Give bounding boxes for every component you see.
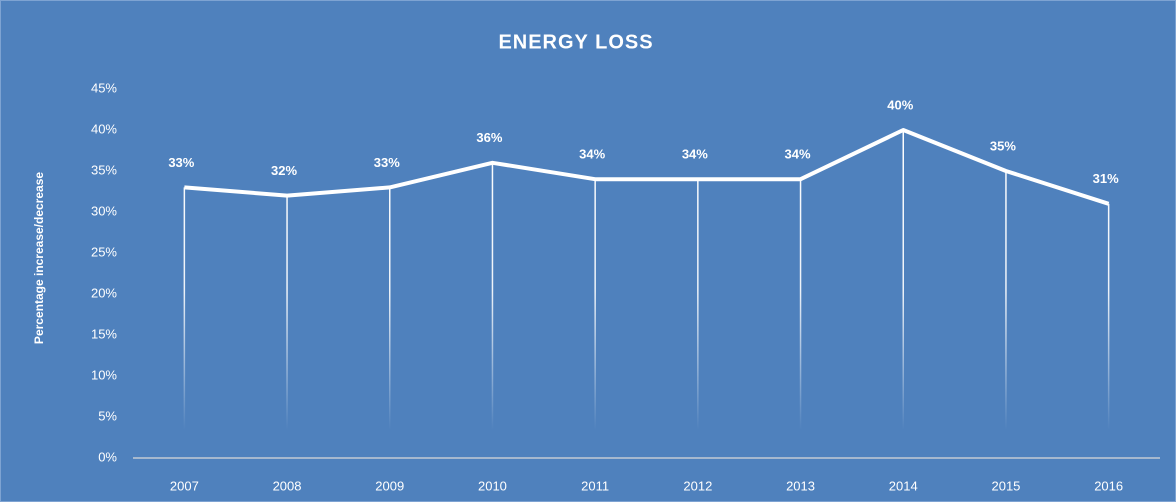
x-tick-label: 2012 — [683, 478, 712, 493]
data-label: 36% — [476, 130, 502, 145]
chart-title: ENERGY LOSS — [498, 31, 653, 53]
data-label: 31% — [1093, 171, 1119, 186]
y-tick-label: 30% — [91, 203, 117, 218]
x-tick-label: 2008 — [273, 478, 302, 493]
x-tick-label: 2010 — [478, 478, 507, 493]
x-tick-label: 2016 — [1094, 478, 1123, 493]
y-axis-label: Percentage increase/decrease — [32, 172, 46, 344]
y-tick-label: 0% — [98, 449, 117, 464]
x-tick-label: 2011 — [581, 478, 609, 493]
y-tick-label: 20% — [91, 285, 117, 300]
line — [184, 128, 1110, 206]
y-tick-label: 40% — [91, 121, 117, 136]
data-label: 40% — [887, 97, 913, 112]
y-tick-label: 35% — [91, 162, 117, 177]
data-label: 33% — [168, 155, 194, 170]
y-tick-label: 5% — [98, 408, 117, 423]
x-tick-label: 2009 — [375, 478, 404, 493]
data-label: 32% — [271, 163, 297, 178]
x-tick-label: 2014 — [889, 478, 918, 493]
data-label: 34% — [579, 147, 605, 162]
data-label: 34% — [682, 147, 708, 162]
y-tick-label: 45% — [91, 80, 117, 95]
data-label: 34% — [785, 147, 811, 162]
data-label: 35% — [990, 138, 1016, 153]
x-tick-label: 2015 — [991, 478, 1020, 493]
x-tick-label: 2013 — [786, 478, 815, 493]
y-tick-label: 25% — [91, 244, 117, 259]
x-tick-label: 2007 — [170, 478, 199, 493]
data-label: 33% — [374, 155, 400, 170]
y-tick-label: 10% — [91, 367, 117, 382]
y-tick-label: 15% — [91, 326, 117, 341]
